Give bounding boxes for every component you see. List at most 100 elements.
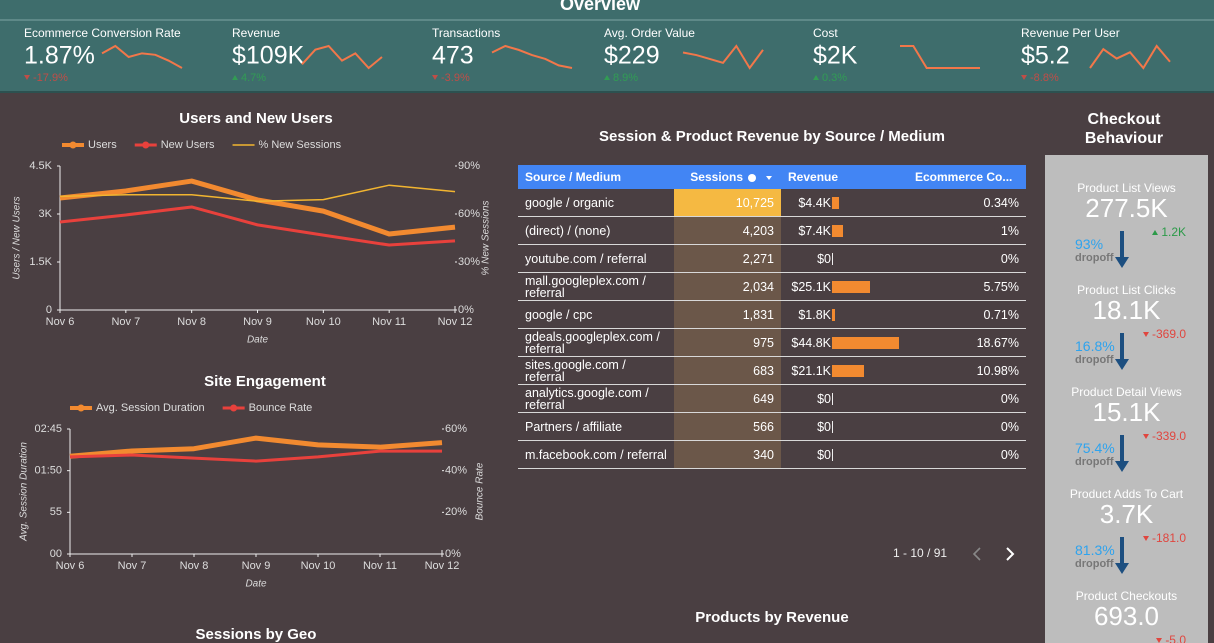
kpi-delta-arrow bbox=[232, 75, 238, 80]
column-header: Source / Medium bbox=[518, 165, 674, 189]
conversion-cell: 0.34% bbox=[908, 189, 1026, 217]
kpi-sparkline bbox=[301, 44, 383, 70]
funnel-title: Checkout Behaviour bbox=[1084, 111, 1164, 147]
x-tick-label: Nov 10 bbox=[301, 560, 336, 572]
revenue-bar bbox=[832, 196, 839, 209]
source-cell: analytics.google.com / referral bbox=[518, 384, 674, 413]
sessions-cell: 975 bbox=[674, 328, 781, 357]
dropoff-label: dropoff bbox=[1075, 252, 1114, 264]
conversion-cell: 5.75% bbox=[908, 272, 1026, 301]
step-value: 3.7K bbox=[1099, 499, 1154, 529]
step-change: -339.0 bbox=[1142, 429, 1186, 443]
change-arrow bbox=[1156, 638, 1163, 643]
sessions-cell: 2,034 bbox=[674, 272, 781, 301]
kpi-label: Revenue Per User bbox=[1021, 26, 1120, 40]
kpi-label: Avg. Order Value bbox=[604, 26, 695, 40]
conversion-cell: 0% bbox=[908, 412, 1026, 441]
kpi-label: Cost bbox=[813, 26, 838, 40]
step-change: -181.0 bbox=[1142, 531, 1186, 545]
conversion-cell: 1% bbox=[908, 216, 1026, 245]
step-value: 18.1K bbox=[1092, 295, 1161, 325]
kpi-delta-arrow bbox=[1021, 75, 1027, 80]
series-line bbox=[59, 205, 456, 247]
dropoff-label: dropoff bbox=[1075, 354, 1114, 366]
revenue-bar bbox=[832, 308, 835, 321]
y2-tick-label: 30% bbox=[458, 256, 480, 268]
step-label: Product List Views bbox=[1077, 181, 1176, 195]
kpi-value: $5.2 bbox=[1021, 42, 1070, 70]
x-tick-label: Nov 12 bbox=[425, 560, 460, 572]
step-value: 15.1K bbox=[1092, 397, 1161, 427]
x-tick-label: Nov 6 bbox=[56, 560, 85, 572]
kpi-delta: 8.9% bbox=[613, 72, 638, 84]
revenue-wrap: $25.1K bbox=[781, 279, 908, 294]
source-cell: m.facebook.com / referral bbox=[518, 440, 674, 469]
revenue-wrap: $21.1K bbox=[781, 364, 908, 377]
dropoff-rate: 93% bbox=[1075, 236, 1104, 252]
change-value: -369.0 bbox=[1151, 327, 1186, 341]
revenue-wrap: $0 bbox=[781, 447, 908, 462]
source-cell: google / organic bbox=[518, 189, 674, 217]
dropoff-label: dropoff bbox=[1075, 558, 1114, 570]
column-header: Sessions bbox=[674, 165, 781, 189]
x-tick-label: Nov 11 bbox=[372, 316, 406, 328]
source-cell: mall.googleplex.com / referral bbox=[518, 272, 674, 301]
table-row: mall.googleplex.com / referral 2,034 $25.1… bbox=[518, 272, 1026, 301]
y2-tick-label: 90% bbox=[458, 160, 480, 172]
source-cell: gdeals.googleplex.com / referral bbox=[518, 328, 674, 357]
x-tick-label: Nov 7 bbox=[111, 316, 140, 328]
step-change: 1.2K bbox=[1152, 225, 1186, 239]
revenue-bar bbox=[832, 336, 899, 349]
prev-page[interactable] bbox=[972, 547, 981, 561]
kpi-delta-arrow bbox=[604, 75, 610, 80]
series-line bbox=[59, 184, 456, 202]
kpi-value: 1.87% bbox=[24, 42, 95, 70]
arrow-head bbox=[1115, 257, 1129, 268]
revenue-bar bbox=[832, 420, 833, 433]
revenue-label: $0 bbox=[817, 447, 831, 462]
section-title: Products by Revenue bbox=[695, 609, 848, 626]
revenue-cell: $0 bbox=[781, 412, 908, 441]
revenue-bar bbox=[832, 280, 870, 293]
kpi-sparkline bbox=[900, 45, 980, 69]
sessions-cell: 649 bbox=[674, 384, 781, 413]
kpi-value: 473 bbox=[432, 42, 474, 70]
kpi-value: $2K bbox=[813, 42, 858, 70]
dropoff-rate: 81.3% bbox=[1075, 542, 1115, 558]
revenue-bar bbox=[832, 252, 833, 265]
revenue-cell: $0 bbox=[781, 384, 908, 413]
y2-tick-label: 20% bbox=[445, 506, 467, 518]
y2-tick-label: 60% bbox=[445, 423, 467, 435]
source-cell: youtube.com / referral bbox=[518, 244, 674, 273]
kpi-delta: -8.8% bbox=[1030, 72, 1059, 84]
x-tick-label: Nov 8 bbox=[180, 560, 209, 572]
revenue-cell: $21.1K bbox=[781, 356, 908, 385]
next-page[interactable] bbox=[1006, 547, 1015, 561]
y-tick-label: 55 bbox=[50, 506, 62, 518]
pagination: 1 - 10 / 91 bbox=[893, 546, 948, 560]
y-tick-label: 00 bbox=[50, 548, 62, 560]
table-header: Source / Medium Sessions Revenue Ecommerce … bbox=[518, 165, 1026, 189]
y2-axis-label: % New Sessions bbox=[481, 200, 492, 275]
arrow-shaft bbox=[1120, 231, 1124, 259]
revenue-label: $25.1K bbox=[791, 279, 831, 294]
sessions-cell: 4,203 bbox=[674, 216, 781, 245]
arrow-head bbox=[1115, 359, 1129, 370]
info-icon bbox=[748, 173, 756, 182]
kpi-label: Revenue bbox=[232, 26, 280, 40]
y-tick-label: 0 bbox=[46, 304, 52, 316]
conversion-cell: 0% bbox=[908, 244, 1026, 273]
y-axis-label: Avg. Session Duration bbox=[19, 442, 30, 542]
section-title: Sessions by Geo bbox=[196, 626, 317, 643]
y-tick-label: 4.5K bbox=[29, 160, 52, 172]
chart-title: Site Engagement bbox=[204, 373, 326, 390]
change-value: 1.2K bbox=[1161, 225, 1186, 239]
table-title: Session & Product Revenue by Source / Me… bbox=[599, 128, 945, 145]
kpi-sparkline bbox=[491, 44, 573, 69]
step-label: Product List Clicks bbox=[1077, 283, 1176, 297]
revenue-label: $4.4K bbox=[798, 195, 831, 210]
revenue-label: $0 bbox=[817, 251, 831, 266]
y2-axis-label: Bounce Rate bbox=[475, 462, 486, 520]
kpi-delta-arrow bbox=[813, 75, 819, 80]
